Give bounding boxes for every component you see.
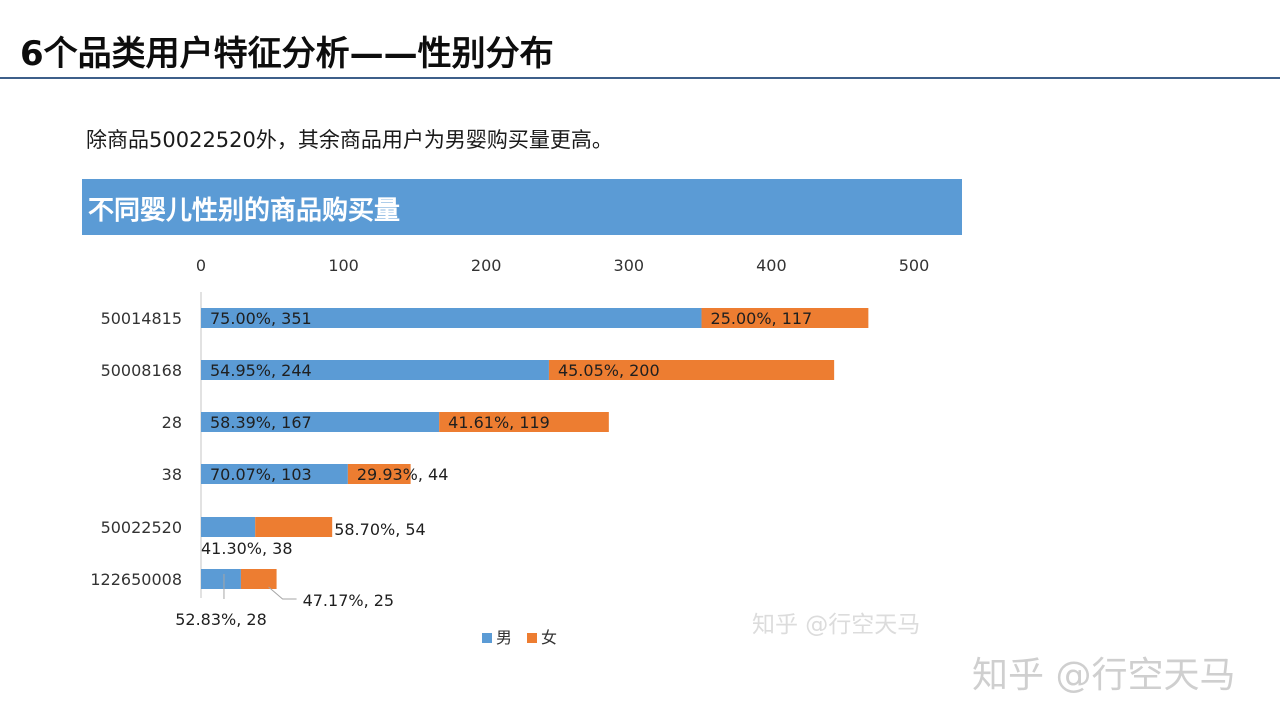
bar-female <box>439 412 609 432</box>
data-label-female: 25.00%, 117 <box>711 309 813 328</box>
category-label: 50008168 <box>101 361 182 380</box>
bar-male <box>201 517 256 537</box>
bar-female <box>240 569 277 589</box>
legend-label-male: 男 <box>496 628 512 647</box>
data-label-male: 41.30%, 38 <box>201 539 293 558</box>
page-subtitle: 除商品50022520外，其余商品用户为男婴购买量更高。 <box>86 128 613 152</box>
category-label: 38 <box>162 465 182 484</box>
legend-label-female: 女 <box>541 628 557 647</box>
title-divider <box>0 77 1280 79</box>
category-label: 28 <box>162 413 182 432</box>
chart-title: 不同婴儿性别的商品购买量 <box>88 196 401 226</box>
bar-male <box>201 569 241 589</box>
data-label-male: 52.83%, 28 <box>175 610 267 629</box>
x-tick-label: 400 <box>756 256 787 275</box>
bar-female <box>701 308 869 328</box>
watermark-large: 知乎 @行空天马 <box>972 655 1236 696</box>
data-label-female: 45.05%, 200 <box>558 361 660 380</box>
data-label-male: 75.00%, 351 <box>210 309 312 328</box>
category-label: 50014815 <box>101 309 182 328</box>
x-tick-label: 0 <box>196 256 206 275</box>
data-label-female: 58.70%, 54 <box>334 520 426 539</box>
bar-male <box>201 464 348 484</box>
data-label-female: 29.93%, 44 <box>357 465 449 484</box>
bar-male <box>201 308 702 328</box>
x-tick-label: 300 <box>614 256 645 275</box>
data-label-male: 54.95%, 244 <box>210 361 312 380</box>
bar-male <box>201 360 549 380</box>
bar-female <box>347 464 411 484</box>
legend-swatch-female <box>527 633 537 643</box>
watermark-small: 知乎 @行空天马 <box>752 612 921 638</box>
page-title: 6个品类用户特征分析——性别分布 <box>20 34 554 74</box>
bar-female <box>255 517 333 537</box>
x-tick-label: 500 <box>899 256 930 275</box>
x-tick-label: 200 <box>471 256 502 275</box>
bar-male <box>201 412 440 432</box>
data-label-female: 47.17%, 25 <box>303 591 395 610</box>
x-tick-label: 100 <box>328 256 359 275</box>
leader-line-female <box>268 586 297 600</box>
category-label: 50022520 <box>101 518 182 537</box>
chart-title-banner: 不同婴儿性别的商品购买量 <box>82 179 962 235</box>
legend-swatch-male <box>482 633 492 643</box>
data-label-male: 70.07%, 103 <box>210 465 312 484</box>
data-label-male: 58.39%, 167 <box>210 413 312 432</box>
bar-female <box>548 360 835 380</box>
data-label-female: 41.61%, 119 <box>448 413 550 432</box>
category-label: 122650008 <box>90 570 182 589</box>
